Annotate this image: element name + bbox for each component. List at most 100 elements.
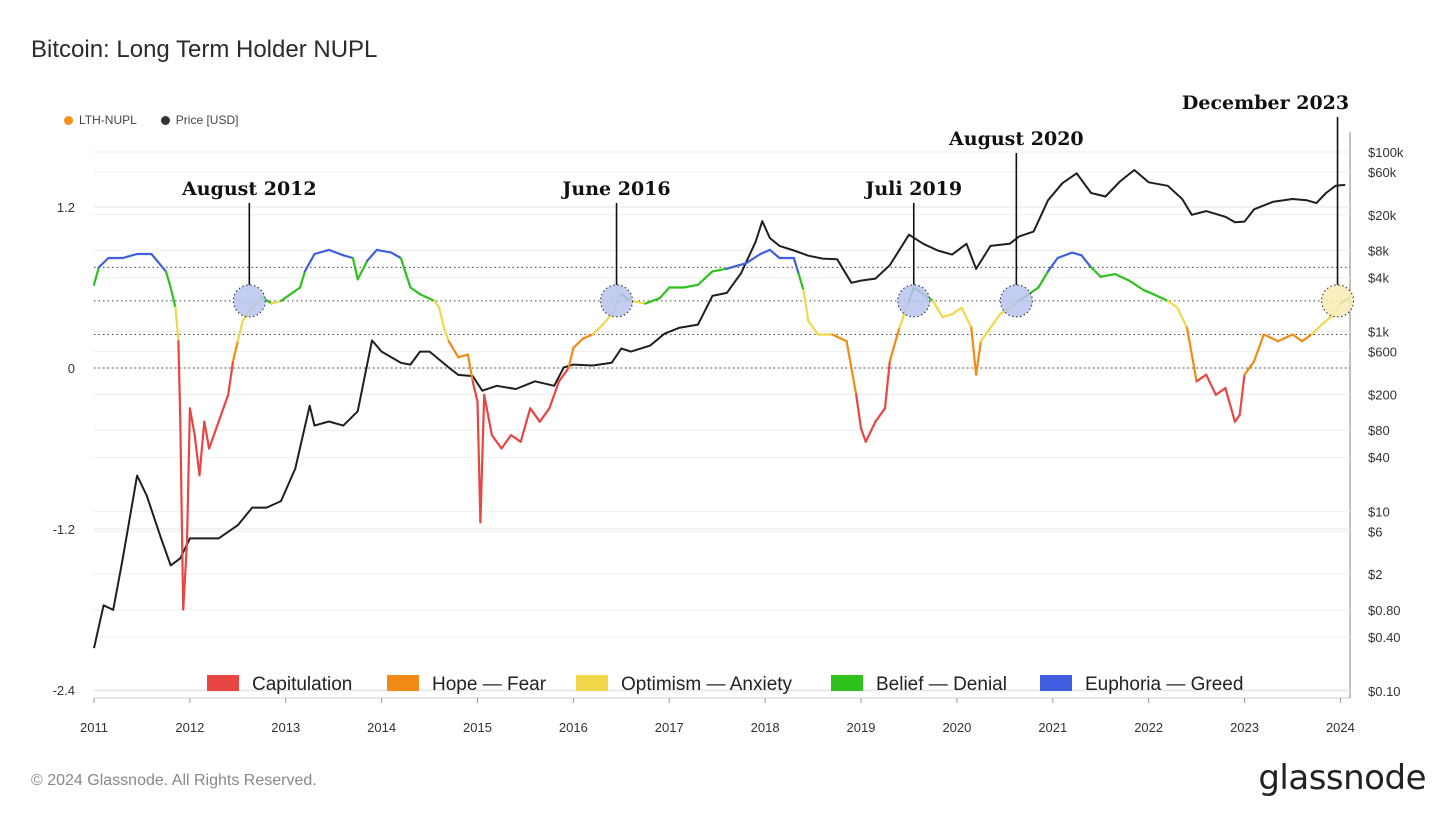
right-axis-tick-label: $0.80 [1368, 603, 1401, 618]
annotation-circle [897, 284, 931, 318]
lth-nupl-segment [1291, 333, 1304, 343]
x-axis-tick-label: 2019 [847, 720, 876, 735]
lth-nupl-segment [342, 254, 354, 260]
right-axis-tick-label: $0.40 [1368, 630, 1401, 645]
lth-nupl-segment [874, 407, 887, 423]
copyright-footer: © 2024 Glassnode. All Rights Reserved. [31, 772, 317, 789]
legend-item-lth-nupl[interactable]: LTH-NUPL [64, 113, 137, 127]
lth-nupl-segment [418, 293, 436, 302]
x-axis-tick-label: 2016 [559, 720, 588, 735]
lth-nupl-segment [845, 340, 858, 396]
lth-nupl-segment [807, 319, 820, 336]
legend-dot-price [160, 115, 170, 125]
price-series-line [93, 169, 1346, 649]
lth-nupl-segment [1113, 273, 1131, 282]
lth-nupl-segment [433, 299, 441, 309]
lth-nupl-segment [1128, 279, 1146, 292]
lth-nupl-segment [500, 434, 513, 450]
lth-nupl-segment [227, 360, 235, 396]
lth-nupl-segment [1027, 286, 1040, 296]
right-axis-tick-label: $20k [1368, 208, 1397, 223]
lth-nupl-segment [479, 393, 486, 524]
lth-nupl-segment [182, 541, 189, 611]
lth-nupl-segment [989, 313, 1002, 329]
lth-nupl-segment [1142, 289, 1155, 296]
lth-nupl-segment [1252, 333, 1265, 363]
left-axis-tick-label: -2.4 [53, 683, 75, 698]
lth-nupl-segment [802, 289, 810, 323]
lth-nupl-segment [855, 393, 863, 430]
right-axis-tick-label: $0.10 [1368, 684, 1401, 699]
lth-nupl-segment [366, 248, 378, 262]
right-axis-tick-label: $60k [1368, 165, 1397, 180]
lth-nupl-segment [567, 346, 575, 370]
lth-nupl-segment [591, 324, 604, 336]
zone-legend-swatch [831, 675, 863, 691]
lth-nupl-segment [1185, 326, 1193, 356]
x-axis-tick-label: 2024 [1326, 720, 1355, 735]
annotation-circle [232, 284, 266, 318]
lth-nupl-segment [97, 256, 110, 269]
lth-nupl-segment [483, 393, 493, 437]
x-axis-tick-label: 2023 [1230, 720, 1259, 735]
zone-legend-label: Belief — Denial [876, 674, 1007, 695]
lth-nupl-segment [1037, 270, 1050, 289]
lth-nupl-segment [390, 251, 402, 260]
lth-nupl-segment [960, 306, 973, 329]
x-axis-tick-label: 2020 [942, 720, 971, 735]
lth-nupl-segment [864, 420, 877, 443]
right-axis-tick-label: $80 [1368, 423, 1390, 438]
lth-nupl-segment [1152, 293, 1169, 302]
lth-nupl-segment [188, 407, 196, 437]
x-axis-tick-label: 2013 [271, 720, 300, 735]
lth-nupl-segment [471, 380, 479, 403]
legend-item-price[interactable]: Price [USD] [160, 113, 238, 127]
lth-nupl-segment [399, 256, 412, 289]
x-axis-tick-label: 2018 [751, 720, 780, 735]
lth-nupl-segment [1243, 360, 1256, 376]
lth-nupl-segment [121, 252, 139, 260]
lth-nupl-segment [1238, 373, 1246, 417]
lth-nupl-segment [270, 299, 283, 305]
lth-nupl-segment [1166, 299, 1179, 309]
lth-nupl-segment [629, 299, 647, 305]
right-axis-tick-label: $10 [1368, 504, 1390, 519]
lth-nupl-segment [792, 256, 800, 276]
lth-nupl-segment [797, 273, 805, 292]
legend-dot-lth-nupl [64, 115, 73, 125]
lth-nupl-segment [581, 333, 594, 340]
lth-nupl-segment [466, 353, 474, 383]
lth-nupl-segment [92, 266, 100, 286]
lth-nupl-segment [231, 340, 239, 363]
lth-nupl-segment [313, 248, 330, 256]
lth-nupl-segment [601, 313, 613, 327]
right-axis-tick-label: $1k [1368, 325, 1389, 340]
lth-nupl-segment [490, 434, 503, 450]
lth-nupl-segment [327, 248, 345, 257]
annotation-circle [1321, 284, 1355, 318]
lth-nupl-segment [888, 326, 901, 363]
lth-nupl-segment [208, 420, 220, 450]
lth-nupl-segment [164, 270, 172, 289]
lth-nupl-segment [725, 262, 748, 270]
lth-nupl-segment [970, 326, 978, 376]
lth-nupl-segment [644, 297, 661, 305]
legend-label-lth-nupl: LTH-NUPL [79, 113, 137, 127]
lth-nupl-segment [193, 434, 201, 477]
lth-nupl-segment [1089, 266, 1102, 278]
lth-nupl-segment [941, 313, 954, 319]
lth-nupl-segment [174, 306, 180, 343]
lth-nupl-segment [150, 252, 167, 273]
x-axis-tick-label: 2022 [1134, 720, 1163, 735]
lth-nupl-segment [859, 427, 867, 443]
lth-nupl-segment [1056, 251, 1074, 260]
lth-nupl-segment [1205, 373, 1217, 396]
x-axis-tick-label: 2021 [1038, 720, 1067, 735]
zone-legend-label: Hope — Fear [432, 674, 547, 695]
x-axis-tick-label: 2017 [655, 720, 684, 735]
lth-nupl-segment [696, 270, 714, 286]
annotation-label: December 2023 [1182, 92, 1349, 114]
right-axis-tick-label: $100k [1368, 145, 1404, 160]
lth-nupl-segment [438, 306, 446, 329]
